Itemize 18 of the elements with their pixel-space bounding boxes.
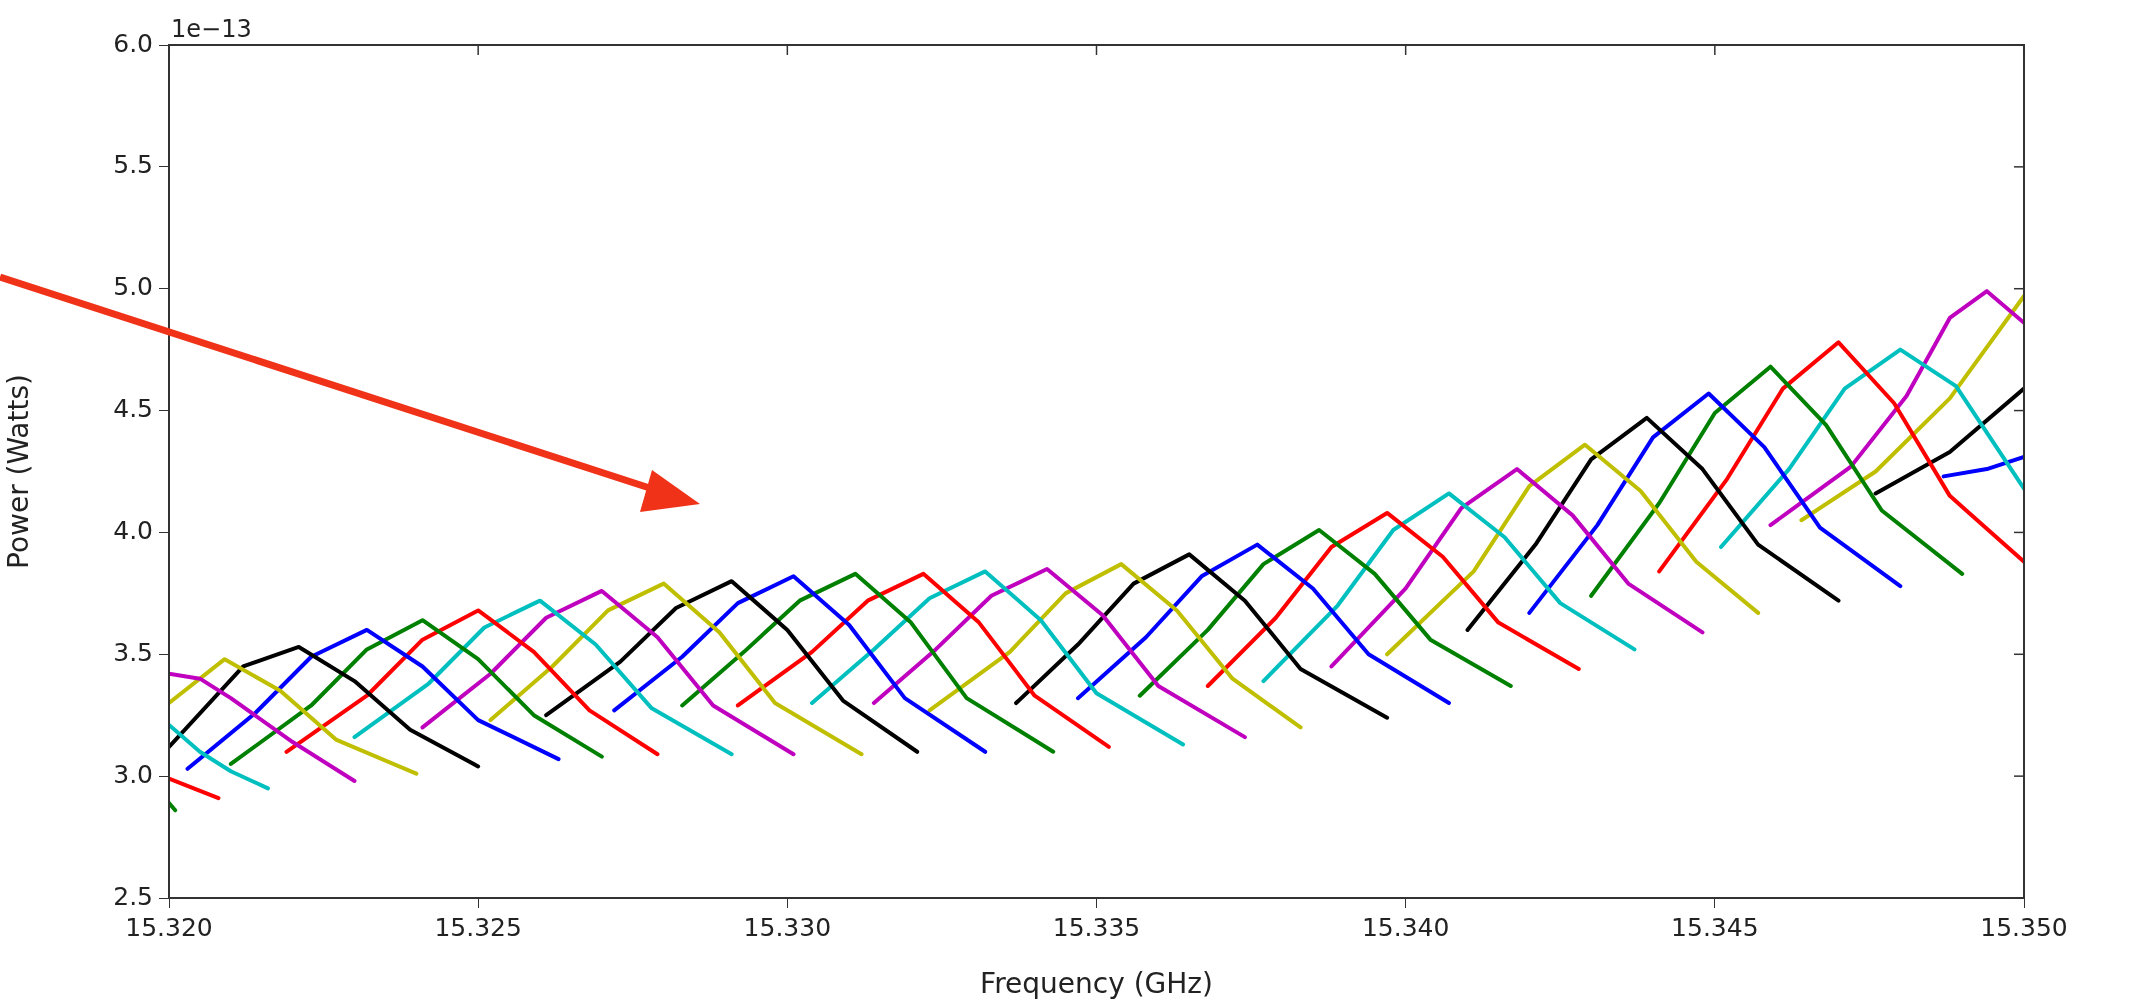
text: 1e−13	[171, 15, 252, 44]
x-tick-label: 15.325	[434, 912, 522, 942]
y-tick-label: 5.0	[113, 272, 153, 302]
y-tick-label: 5.5	[113, 150, 153, 180]
y-tick-label: 4.5	[113, 394, 153, 424]
x-tick-label: 15.345	[1671, 912, 1759, 942]
y-tick-label: 4.0	[113, 515, 153, 545]
x-tick-label: 15.320	[125, 912, 213, 942]
y-tick-label: 2.5	[113, 881, 153, 911]
y-tick-label: 3.5	[113, 637, 153, 667]
x-tick-label: 15.335	[1052, 912, 1141, 942]
x-tick-label: 15.330	[743, 912, 832, 942]
x-tick-label: 15.340	[1361, 912, 1450, 942]
x-axis-title: Frequency (GHz)	[980, 967, 1213, 1001]
y-tick-label: 6.0	[113, 28, 153, 58]
x-tick-label: 15.350	[1980, 912, 2068, 942]
y-tick-label: 3.0	[113, 759, 153, 789]
y-axis-title: Power (Watts)	[2, 373, 36, 570]
